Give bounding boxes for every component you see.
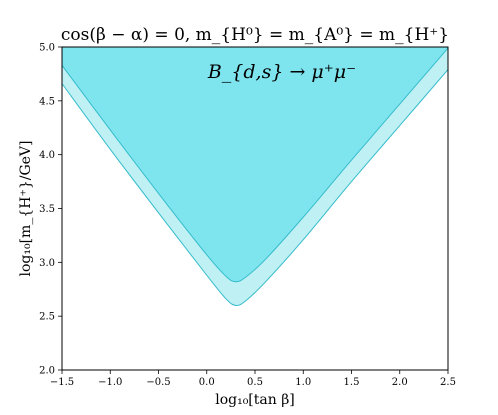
exclusion-boundary-inner: [61, 47, 449, 283]
y-axis-label: log₁₀[m_{H⁺}/GeV]: [18, 140, 34, 276]
x-axis-ticks: −1.5 −1.0 −0.5 0.0 0.5 1.0 1.5 2.0 2.5: [50, 370, 456, 388]
y-tick-label: 4.0: [39, 150, 55, 161]
x-tick-label: 2.5: [440, 377, 456, 388]
x-tick-label: −0.5: [146, 377, 170, 388]
plot-area: [61, 47, 449, 306]
x-axis-label: log₁₀[tan β]: [215, 392, 295, 408]
x-tick-label: −1.0: [98, 377, 122, 388]
y-tick-label: 3.5: [39, 204, 55, 215]
exclusion-boundary-outer: [61, 69, 449, 306]
y-tick-label: 2.5: [39, 312, 55, 323]
y-tick-label: 2.0: [39, 366, 55, 377]
exclusion-band-inner: [62, 47, 448, 282]
process-annotation: B_{d,s} → μ⁺μ⁻: [207, 61, 356, 83]
y-tick-label: 3.0: [39, 258, 55, 269]
x-tick-label: 0.0: [199, 377, 215, 388]
x-tick-label: 2.0: [392, 377, 408, 388]
y-axis-ticks: 2.0 2.5 3.0 3.5 4.0 4.5 5.0: [39, 43, 62, 377]
x-tick-label: 1.5: [344, 377, 360, 388]
x-tick-label: −1.5: [50, 377, 74, 388]
x-tick-label: 1.0: [295, 377, 311, 388]
chart-title: cos(β − α) = 0, m_{H⁰} = m_{A⁰} = m_{H⁺}: [61, 25, 449, 45]
y-tick-label: 4.5: [39, 96, 55, 107]
y-tick-label: 5.0: [39, 43, 55, 54]
x-tick-label: 0.5: [247, 377, 263, 388]
